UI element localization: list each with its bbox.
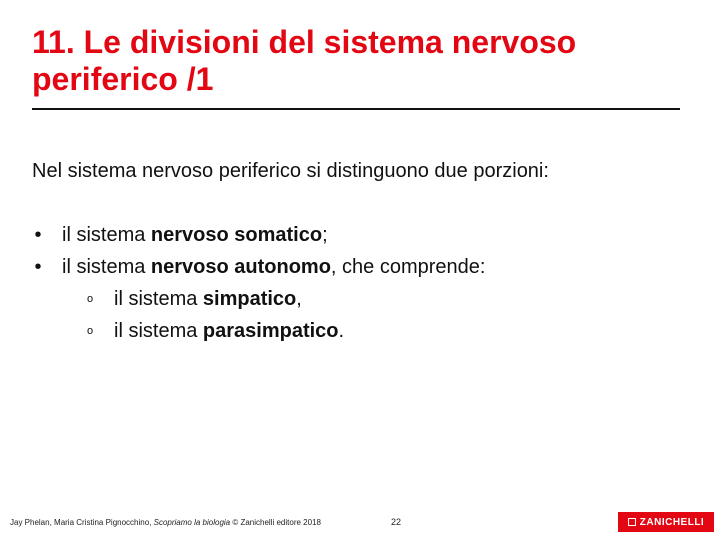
text-post: . xyxy=(339,320,345,342)
list-item: • il sistema nervoso autonomo, che compr… xyxy=(32,252,680,282)
sub-list-item: o il sistema simpatico, xyxy=(84,284,680,314)
text-pre: il sistema xyxy=(114,288,203,310)
text-post: , che comprende: xyxy=(331,256,486,278)
text-post: ; xyxy=(322,224,328,246)
logo-text: ZANICHELLI xyxy=(640,517,704,528)
list-item-text: il sistema nervoso autonomo, che compren… xyxy=(62,252,485,282)
slide-title: 11. Le divisioni del sistema nervoso per… xyxy=(32,24,680,110)
sub-list-item: o il sistema parasimpatico. xyxy=(84,316,680,346)
text-post: , xyxy=(296,288,302,310)
sub-list: o il sistema simpatico, o il sistema par… xyxy=(32,284,680,346)
sub-bullet-icon: o xyxy=(84,284,96,314)
bullet-list: • il sistema nervoso somatico; • il sist… xyxy=(32,220,680,348)
text-bold: nervoso autonomo xyxy=(151,256,331,278)
bullet-icon: • xyxy=(32,252,44,282)
list-item-text: il sistema nervoso somatico; xyxy=(62,220,328,250)
footer-authors: Jay Phelan, Maria Cristina Pignocchino, xyxy=(10,518,154,527)
slide: 11. Le divisioni del sistema nervoso per… xyxy=(0,0,720,540)
footer-rights: © Zanichelli editore 2018 xyxy=(230,518,321,527)
footer-credit: Jay Phelan, Maria Cristina Pignocchino, … xyxy=(0,518,321,527)
logo-square-icon xyxy=(628,518,636,526)
text-bold: simpatico xyxy=(203,288,296,310)
publisher-logo: ZANICHELLI xyxy=(618,512,714,532)
list-item: • il sistema nervoso somatico; xyxy=(32,220,680,250)
page-number: 22 xyxy=(321,517,401,527)
text-pre: il sistema xyxy=(62,224,151,246)
text-pre: il sistema xyxy=(62,256,151,278)
sub-list-item-text: il sistema parasimpatico. xyxy=(114,316,344,346)
footer-book-title: Scopriamo la biologia xyxy=(154,518,231,527)
sub-list-item-text: il sistema simpatico, xyxy=(114,284,302,314)
text-pre: il sistema xyxy=(114,320,203,342)
text-bold: nervoso somatico xyxy=(151,224,322,246)
intro-text: Nel sistema nervoso periferico si distin… xyxy=(32,160,680,183)
text-bold: parasimpatico xyxy=(203,320,339,342)
footer: Jay Phelan, Maria Cristina Pignocchino, … xyxy=(0,512,720,532)
bullet-icon: • xyxy=(32,220,44,250)
sub-bullet-icon: o xyxy=(84,316,96,346)
